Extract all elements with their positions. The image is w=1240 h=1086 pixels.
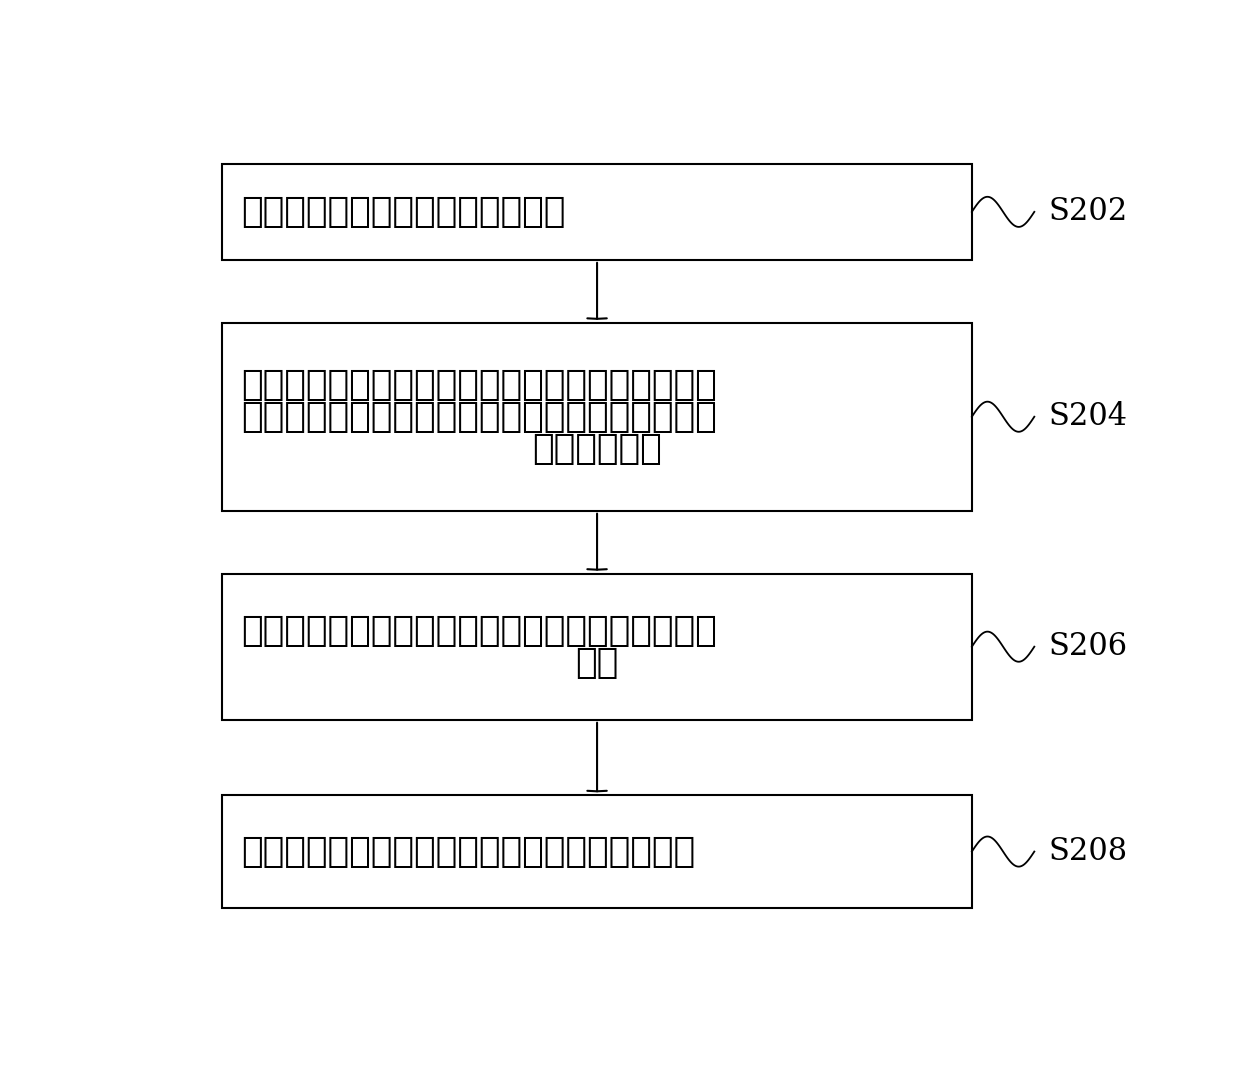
Text: 象的特征信息: 象的特征信息 [532,432,662,466]
Text: 接收交通工具所在区域内的目标对象响应第一信号: 接收交通工具所在区域内的目标对象响应第一信号 [242,368,717,402]
Text: 发送的第二信号，其中，第二信号中携带有目标对: 发送的第二信号，其中，第二信号中携带有目标对 [242,400,717,433]
Bar [222,795,972,908]
Text: S206: S206 [1049,631,1128,662]
Bar [222,573,972,720]
Text: 根据第一位置信息和特征信息控制交通工具行驶: 根据第一位置信息和特征信息控制交通工具行驶 [242,834,696,869]
Bar [222,164,972,260]
Text: 信息: 信息 [575,646,619,680]
Text: S202: S202 [1049,197,1128,227]
Text: S208: S208 [1049,836,1128,867]
Text: 向交通工具所在区域发送第一信号: 向交通工具所在区域发送第一信号 [242,194,565,229]
Bar [222,323,972,510]
Text: S204: S204 [1049,401,1127,432]
Text: 根据第一信号和第二信号获取目标对象的第一位置: 根据第一信号和第二信号获取目标对象的第一位置 [242,614,717,647]
